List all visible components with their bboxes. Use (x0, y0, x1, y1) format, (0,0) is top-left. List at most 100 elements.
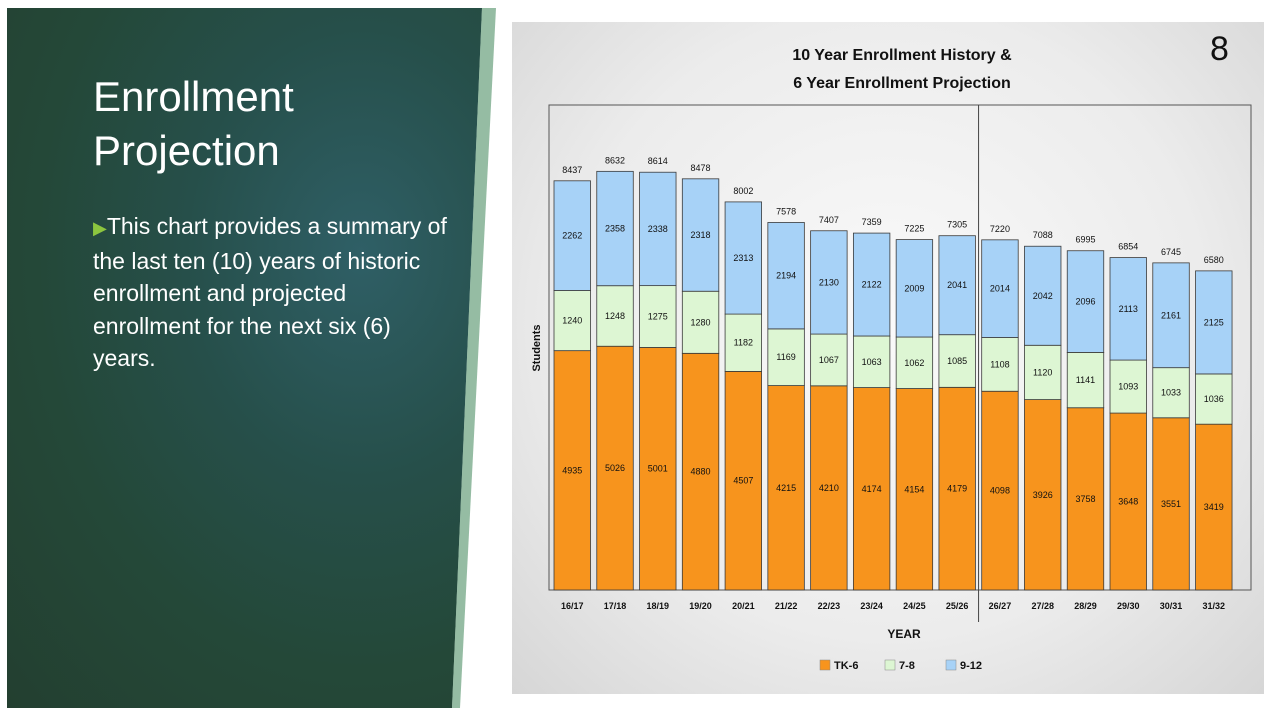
x-tick-label-25-26: 25/26 (946, 601, 969, 611)
value-label-TK-6-21-22: 4215 (776, 483, 796, 493)
bar-TK-6-27-28 (1024, 399, 1062, 591)
legend-swatch-7-8 (884, 659, 896, 671)
total-label-22-23: 7407 (819, 215, 839, 225)
total-label-23-24: 7359 (862, 217, 882, 227)
value-label-7-8-25-26: 1085 (947, 356, 967, 366)
total-label-16-17: 8437 (562, 165, 582, 175)
bar-TK-6-18-19 (639, 347, 677, 591)
page-number: 8 (1210, 30, 1229, 68)
value-label-7-8-16-17: 1240 (562, 316, 582, 326)
value-label-TK-6-22-23: 4210 (819, 483, 839, 493)
slide-title-line2: Projection (93, 127, 280, 174)
bar-9-12-18-19 (639, 171, 677, 287)
value-label-7-8-17-18: 1248 (605, 311, 625, 321)
bar-9-12-30-31 (1152, 262, 1190, 369)
value-label-TK-6-19-20: 4880 (691, 467, 711, 477)
bar-TK-6-20-21 (724, 371, 762, 591)
value-label-TK-6-25-26: 4179 (947, 484, 967, 494)
chart-title-line2: 6 Year Enrollment Projection (793, 75, 1011, 92)
x-tick-label-22-23: 22/23 (818, 601, 841, 611)
value-label-7-8-27-28: 1120 (1033, 367, 1052, 377)
total-label-25-26: 7305 (947, 220, 967, 230)
bar-9-12-22-23 (810, 230, 848, 335)
bar-7-8-16-17 (553, 290, 591, 352)
total-label-28-29: 6995 (1075, 235, 1095, 245)
value-label-9-12-25-26: 2041 (947, 280, 967, 290)
x-tick-label-23-24: 23/24 (860, 601, 883, 611)
bar-9-12-19-20 (681, 178, 720, 292)
value-label-7-8-19-20: 1280 (691, 317, 711, 327)
bar-9-12-23-24 (852, 232, 891, 337)
value-label-7-8-28-29: 1141 (1076, 375, 1095, 385)
x-tick-label-30-31: 30/31 (1160, 601, 1183, 611)
value-label-9-12-28-29: 2096 (1075, 297, 1095, 307)
bar-7-8-26-27 (981, 337, 1019, 392)
value-label-TK-6-23-24: 4174 (862, 484, 882, 494)
enrollment-chart: 10 Year Enrollment History & 6 Year Enro… (531, 47, 1252, 672)
total-label-26-27: 7220 (990, 224, 1010, 234)
value-label-9-12-22-23: 2130 (819, 277, 839, 287)
bar-TK-6-22-23 (810, 385, 848, 591)
total-label-27-28: 7088 (1033, 230, 1053, 240)
title-panel (7, 8, 512, 708)
value-label-TK-6-28-29: 3758 (1075, 494, 1095, 504)
value-label-9-12-27-28: 2042 (1033, 291, 1053, 301)
panel-edge-decoration (452, 8, 512, 708)
value-label-9-12-16-17: 2262 (562, 231, 582, 241)
bar-TK-6-28-29 (1066, 407, 1105, 591)
value-label-9-12-21-22: 2194 (776, 271, 796, 281)
value-label-9-12-26-27: 2014 (990, 284, 1010, 294)
value-label-9-12-23-24: 2122 (862, 280, 882, 290)
value-label-7-8-29-30: 1093 (1118, 382, 1138, 392)
bullet-arrow-icon: ▶ (93, 218, 107, 238)
bar-9-12-16-17 (553, 180, 591, 291)
value-label-7-8-23-24: 1063 (862, 357, 882, 367)
slide-title-line1: Enrollment (93, 73, 294, 120)
bar-7-8-28-29 (1066, 351, 1105, 409)
bullet-point: ▶This chart provides a summary of the la… (93, 210, 453, 375)
value-label-TK-6-24-25: 4154 (904, 484, 924, 494)
value-label-7-8-21-22: 1169 (776, 352, 795, 362)
bar-TK-6-30-31 (1152, 417, 1190, 591)
bar-TK-6-29-30 (1109, 412, 1147, 591)
legend: TK-6 7-8 9-12 (819, 659, 982, 672)
bar-9-12-28-29 (1066, 250, 1105, 353)
total-label-31-32: 6580 (1204, 255, 1224, 265)
bar-TK-6-25-26 (938, 386, 976, 591)
value-label-7-8-20-21: 1182 (734, 338, 753, 348)
bar-TK-6-26-27 (981, 390, 1019, 591)
bar-9-12-25-26 (938, 235, 976, 336)
bar-7-8-24-25 (895, 336, 934, 389)
bar-9-12-31-32 (1195, 270, 1233, 375)
total-label-24-25: 7225 (904, 224, 924, 234)
bar-7-8-22-23 (810, 333, 848, 387)
bar-9-12-29-30 (1109, 257, 1147, 361)
x-tick-label-29-30: 29/30 (1117, 601, 1140, 611)
legend-label-tk6: TK-6 (834, 660, 858, 672)
bar-7-8-29-30 (1109, 359, 1147, 414)
total-label-19-20: 8478 (691, 163, 711, 173)
legend-label-9-12: 9-12 (960, 660, 982, 672)
bar-9-12-24-25 (895, 239, 934, 338)
value-label-TK-6-20-21: 4507 (733, 476, 753, 486)
legend-swatch-tk6 (819, 659, 831, 671)
value-label-TK-6-18-19: 5001 (648, 464, 668, 474)
bar-7-8-18-19 (639, 285, 677, 348)
x-tick-label-16-17: 16/17 (561, 601, 584, 611)
bar-9-12-27-28 (1024, 245, 1062, 346)
chart-area: 10 Year Enrollment History & 6 Year Enro… (512, 22, 1264, 694)
value-label-9-12-18-19: 2338 (648, 224, 668, 234)
value-label-7-8-18-19: 1275 (648, 312, 668, 322)
bar-TK-6-21-22 (767, 385, 805, 591)
bar-7-8-30-31 (1152, 367, 1190, 419)
x-tick-label-26-27: 26/27 (989, 601, 1012, 611)
bar-7-8-20-21 (724, 313, 762, 372)
bar-TK-6-24-25 (895, 388, 934, 591)
value-label-9-12-24-25: 2009 (904, 283, 924, 293)
x-tick-label-17-18: 17/18 (604, 601, 627, 611)
bar-7-8-19-20 (681, 290, 720, 354)
bar-7-8-23-24 (852, 335, 891, 388)
bar-TK-6-23-24 (852, 387, 891, 591)
x-tick-label-31-32: 31/32 (1203, 601, 1226, 611)
